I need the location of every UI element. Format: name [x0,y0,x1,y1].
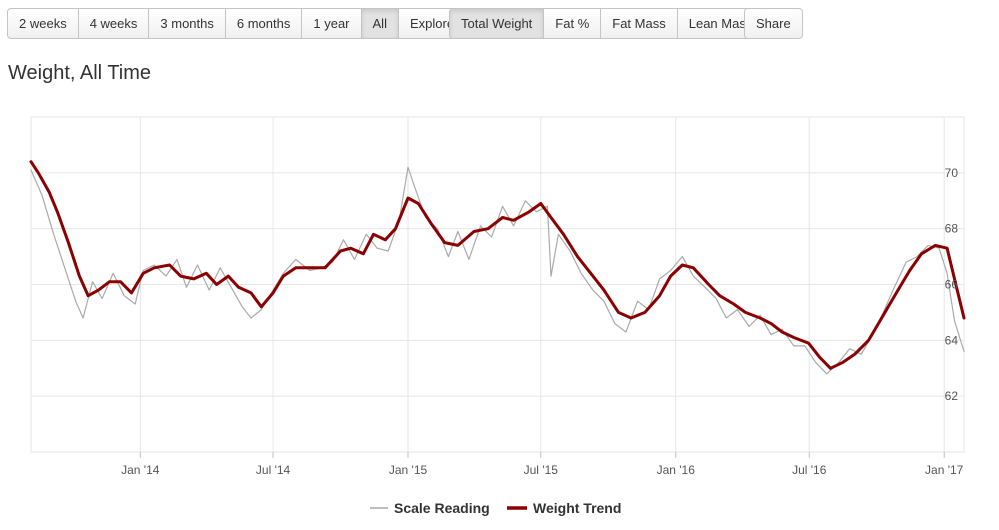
y-tick-label: 68 [945,222,959,236]
legend: Scale Reading Weight Trend [370,500,621,516]
series-layer [29,160,966,375]
metric-button-group: Total Weight Fat % Fat Mass Lean Mass [449,8,765,39]
y-tick-label: 64 [945,333,959,347]
range-button-group: 2 weeks 4 weeks 3 months 6 months 1 year All E… [7,8,467,39]
x-tick-label: Jul '15 [524,463,559,477]
total-weight-button[interactable]: Total Weight [450,9,545,38]
legend-weight-trend-label[interactable]: Weight Trend [533,500,621,516]
axis-layer: 62 64 66 68 70 Jan '14 Jul '14 Jan '15 Jul '15 Ja… [121,166,964,477]
x-tick-label: Jan '16 [657,463,696,477]
explore-button[interactable]: Explore [409,16,455,31]
4-weeks-button[interactable]: 4 weeks [79,9,150,38]
x-tick-label: Jul '14 [256,463,291,477]
weight-trend-line [29,160,966,370]
lean-mass-button[interactable]: Lean Mass [688,16,753,31]
scale-reading-line [30,166,965,375]
2-weeks-button[interactable]: 2 weeks [8,9,79,38]
1-year-button[interactable]: 1 year [302,9,362,38]
x-tick-label: Jul '16 [792,463,827,477]
legend-scale-reading-label[interactable]: Scale Reading [394,500,490,516]
x-tick-label: Jan '17 [925,463,964,477]
share-button-group: Share [744,8,803,39]
fat-pct-button[interactable]: Fat % [544,9,602,38]
y-tick-label: 66 [945,278,959,292]
x-tick-label: Jan '15 [389,463,428,477]
fat-mass-button[interactable]: Fat Mass [601,9,678,38]
share-button[interactable]: Share [756,16,791,31]
all-button[interactable]: All [361,9,399,38]
y-tick-label: 70 [945,166,959,180]
grid-layer [30,116,965,453]
3-months-button[interactable]: 3 months [149,9,226,38]
y-tick-label: 62 [945,389,959,403]
chart-title: Weight, All Time [8,62,152,84]
6-months-button[interactable]: 6 months [226,9,303,38]
x-tick-label: Jan '14 [121,463,160,477]
